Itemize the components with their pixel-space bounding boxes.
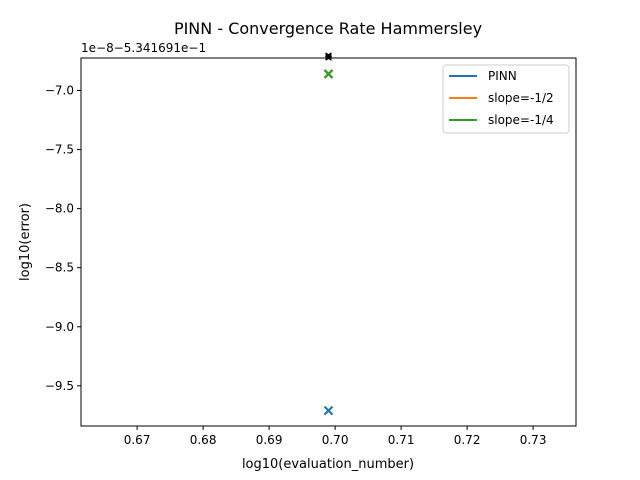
x-tick-label: 0.71 <box>388 433 415 447</box>
data-point-stroke <box>323 405 334 416</box>
x-tick-label: 0.69 <box>256 433 283 447</box>
y-tick-label: −9.0 <box>45 320 74 334</box>
legend-box <box>442 64 570 134</box>
x-tick-label: 0.70 <box>322 433 349 447</box>
x-tick-label: 0.67 <box>124 433 151 447</box>
plot-area: 0.67 0.68 0.69 0.70 0.71 0.72 0.73 −7.0 −7.5 −8.0… <box>45 52 547 447</box>
x-tick-label: 0.72 <box>454 433 481 447</box>
y-tick-label: −8.5 <box>45 261 74 275</box>
x-axis-label: log10(evaluation_number) <box>242 457 414 472</box>
y-tick-label: −7.0 <box>45 83 74 97</box>
y-tick-label: −9.5 <box>45 379 74 393</box>
y-tick-label: −8.0 <box>45 202 74 216</box>
chart-title: PINN - Convergence Rate Hammersley <box>174 19 482 38</box>
data-point <box>323 69 334 79</box>
axes-frame <box>80 57 577 427</box>
legend: PINN slope=-1/2 slope=-1/4 <box>442 64 570 134</box>
data-point <box>323 405 334 416</box>
legend-label: slope=-1/4 <box>488 113 554 127</box>
legend-label: PINN <box>488 69 517 83</box>
data-point-stroke <box>323 69 334 79</box>
y-axis-offset-text: 1e−8−5.341691e−1 <box>81 41 206 55</box>
x-tick-label: 0.68 <box>190 433 217 447</box>
y-axis-label: log10(error) <box>18 203 33 281</box>
legend-label: slope=-1/2 <box>488 91 554 105</box>
y-tick-label: −7.5 <box>45 143 74 157</box>
x-tick-label: 0.73 <box>520 433 547 447</box>
